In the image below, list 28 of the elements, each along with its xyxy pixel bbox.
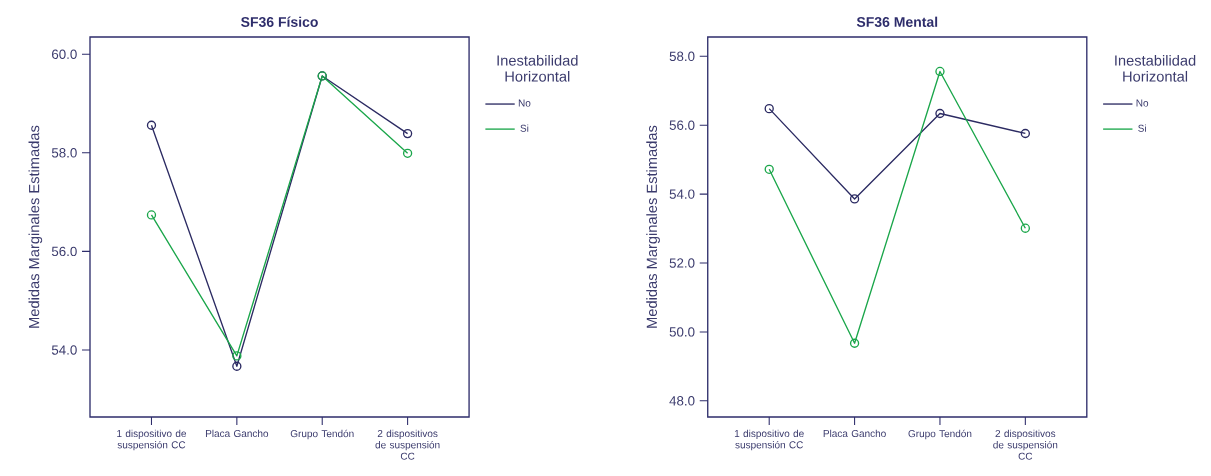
x-tick-label: Grupo Tendón bbox=[908, 429, 972, 440]
legend-label: Si bbox=[520, 124, 529, 132]
y-tick-label: 54.0 bbox=[51, 345, 77, 355]
chart-title: SF36 Físico bbox=[241, 16, 318, 27]
y-axis-title: Medidas Marginales Estimadas bbox=[646, 125, 660, 328]
legend-label: No bbox=[1136, 99, 1149, 107]
legend-title: Inestabilidad Horizontal bbox=[1115, 54, 1196, 82]
legend-title: Inestabilidad Horizontal bbox=[497, 54, 578, 82]
x-tick-label: Placa Gancho bbox=[823, 429, 886, 438]
y-tick-label: 56.0 bbox=[51, 246, 77, 257]
y-axis-title: Medidas Marginales Estimadas bbox=[28, 125, 43, 328]
x-tick-label: Placa Gancho bbox=[205, 429, 269, 438]
x-tick-label: 1 dispositivo de suspensión CC bbox=[734, 429, 804, 451]
y-tick-label: 58.0 bbox=[669, 51, 695, 62]
legend-label: Si bbox=[1138, 124, 1146, 132]
x-tick-label: Grupo Tendón bbox=[290, 429, 354, 440]
y-tick-label: 50.0 bbox=[669, 327, 695, 337]
y-tick-label: 48.0 bbox=[669, 396, 695, 406]
y-tick-label: 56.0 bbox=[669, 120, 695, 130]
x-tick-label: 2 dispositivos de suspensión CC bbox=[375, 429, 440, 460]
y-tick-label: 52.0 bbox=[669, 258, 695, 268]
y-tick-label: 58.0 bbox=[51, 148, 77, 158]
chart-title: SF36 Mental bbox=[856, 16, 938, 27]
x-tick-label: 1 dispositivo de suspensión CC bbox=[117, 429, 187, 451]
legend-label: No bbox=[518, 99, 531, 107]
y-tick-label: 54.0 bbox=[669, 189, 695, 199]
x-tick-label: 2 dispositivos de suspensión CC bbox=[993, 429, 1058, 460]
y-tick-label: 60.0 bbox=[52, 49, 77, 59]
